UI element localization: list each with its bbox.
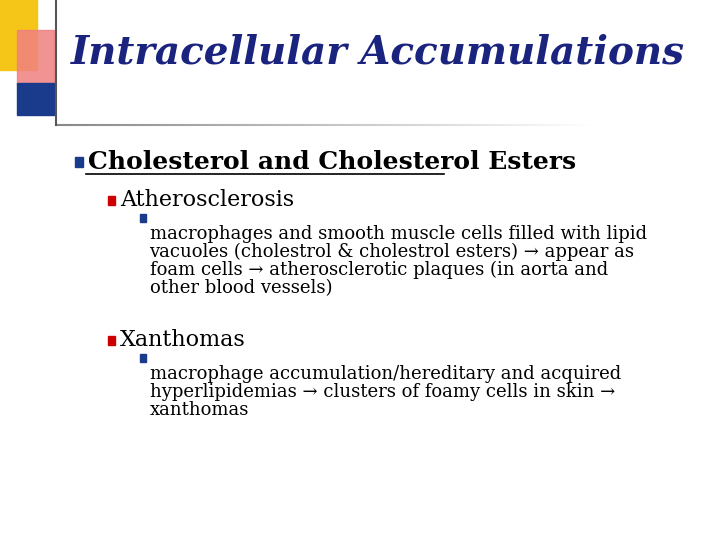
Bar (75, 157, 83, 167)
Bar (0, 0, 37, 70)
Text: Xanthomas: Xanthomas (120, 329, 246, 351)
Text: macrophage accumulation/hereditary and acquired: macrophage accumulation/hereditary and a… (150, 365, 621, 383)
Bar (140, 354, 146, 362)
Text: Intracellular Accumulations: Intracellular Accumulations (71, 34, 685, 72)
Bar (140, 214, 146, 222)
Text: hyperlipidemias → clusters of foamy cells in skin →: hyperlipidemias → clusters of foamy cell… (150, 383, 615, 401)
Text: xanthomas: xanthomas (150, 401, 249, 419)
Text: macrophages and smooth muscle cells filled with lipid: macrophages and smooth muscle cells fill… (150, 225, 647, 243)
Bar (17, 30, 54, 85)
Text: Cholesterol and Cholesterol Esters: Cholesterol and Cholesterol Esters (88, 150, 576, 174)
Bar (17, 83, 54, 115)
Text: vacuoles (cholestrol & cholestrol esters) → appear as: vacuoles (cholestrol & cholestrol esters… (150, 243, 634, 261)
Text: Atherosclerosis: Atherosclerosis (120, 189, 294, 211)
Bar (108, 336, 115, 345)
Text: other blood vessels): other blood vessels) (150, 279, 332, 297)
Text: foam cells → atherosclerotic plaques (in aorta and: foam cells → atherosclerotic plaques (in… (150, 261, 608, 279)
Bar (108, 196, 115, 205)
